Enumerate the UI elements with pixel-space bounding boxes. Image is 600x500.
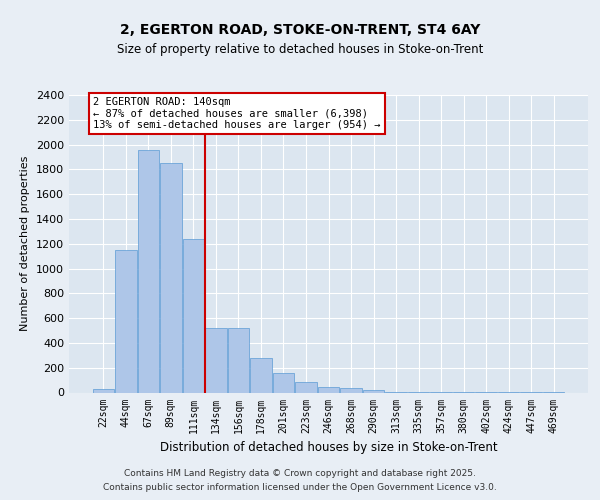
Text: 2 EGERTON ROAD: 140sqm
← 87% of detached houses are smaller (6,398)
13% of semi-: 2 EGERTON ROAD: 140sqm ← 87% of detached… (93, 97, 380, 130)
Bar (205, 328, 227, 392)
Bar (273, 374, 294, 392)
Text: Size of property relative to detached houses in Stoke-on-Trent: Size of property relative to detached ho… (117, 42, 483, 56)
Bar (363, 390, 384, 392)
Bar (137, 150, 159, 392)
Bar (182, 239, 204, 392)
Bar (92, 390, 114, 392)
Y-axis label: Number of detached properties: Number of detached properties (20, 156, 31, 332)
Text: 2, EGERTON ROAD, STOKE-ON-TRENT, ST4 6AY: 2, EGERTON ROAD, STOKE-ON-TRENT, ST4 6AY (120, 22, 480, 36)
Bar (228, 328, 249, 392)
Bar (340, 388, 362, 392)
Bar (295, 382, 317, 392)
Bar (115, 250, 137, 392)
Bar (160, 163, 182, 392)
X-axis label: Distribution of detached houses by size in Stoke-on-Trent: Distribution of detached houses by size … (160, 441, 497, 454)
Bar (318, 387, 339, 392)
Text: Contains public sector information licensed under the Open Government Licence v3: Contains public sector information licen… (103, 483, 497, 492)
Text: Contains HM Land Registry data © Crown copyright and database right 2025.: Contains HM Land Registry data © Crown c… (124, 470, 476, 478)
Bar (250, 358, 272, 392)
